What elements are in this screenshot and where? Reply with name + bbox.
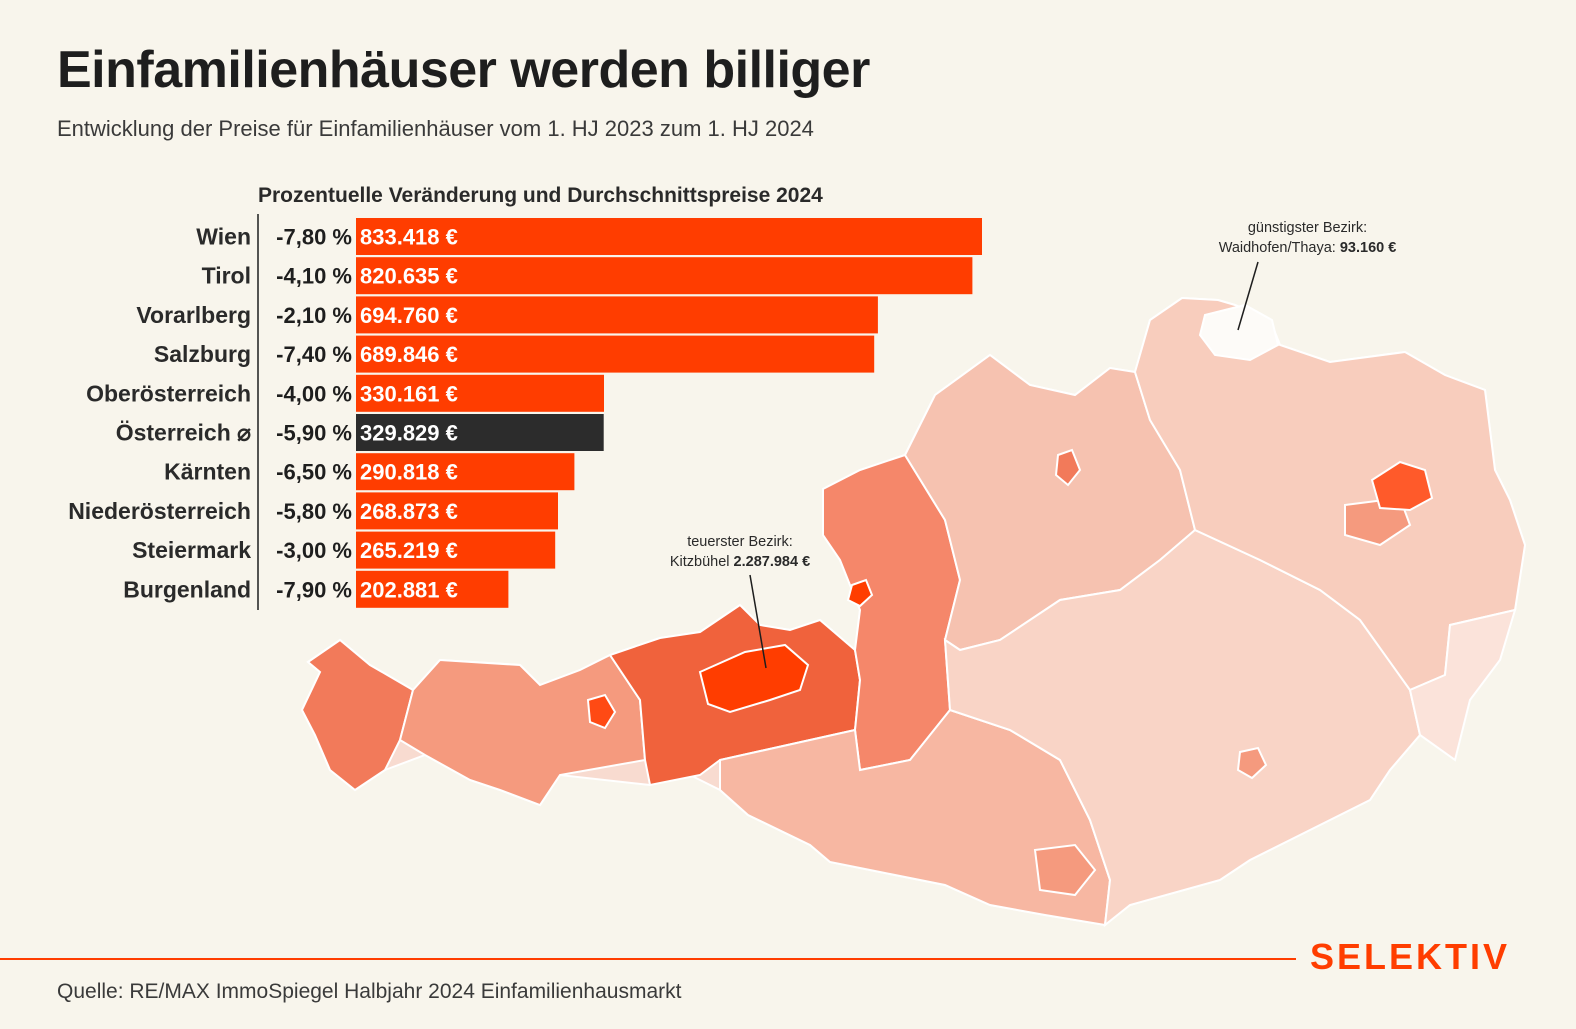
- change-label-5: -5,90 %: [276, 421, 352, 446]
- price-label-7: 268.873 €: [360, 499, 458, 524]
- annotation-expensive-label: teuerster Bezirk:: [687, 534, 793, 550]
- price-label-5: 329.829 €: [360, 421, 458, 446]
- annotation-cheapest-district: Waidhofen/Thaya:: [1218, 240, 1340, 256]
- bar-8: [356, 531, 556, 569]
- bar-6: [356, 453, 575, 491]
- annotation-cheapest-label: günstigster Bezirk:: [1247, 220, 1368, 236]
- category-label-2: Vorarlberg: [136, 302, 251, 328]
- bar-4: [356, 374, 604, 412]
- change-label-4: -4,00 %: [276, 381, 352, 406]
- chart-subtitle: Entwicklung der Preise für Einfamilienhä…: [57, 116, 814, 141]
- change-label-6: -6,50 %: [276, 460, 352, 485]
- change-label-9: -7,90 %: [276, 577, 352, 602]
- category-label-0: Wien: [196, 224, 251, 250]
- change-label-8: -3,00 %: [276, 538, 352, 563]
- bar-7: [356, 492, 558, 530]
- annotation-expensive-district: Kitzbühel: [669, 554, 734, 570]
- category-label-7: Niederösterreich: [68, 498, 251, 524]
- price-label-1: 820.635 €: [360, 264, 458, 289]
- annotation-line-expensive: [749, 574, 767, 669]
- brand-logo: SELEKTIV: [1310, 936, 1511, 977]
- price-label-6: 290.818 €: [360, 460, 458, 485]
- price-label-0: 833.418 €: [360, 225, 458, 250]
- price-label-8: 265.219 €: [360, 538, 458, 563]
- map-district-klagenfurt: [1033, 843, 1097, 897]
- category-label-6: Kärnten: [164, 459, 251, 485]
- annotation-cheapest: günstigster Bezirk: Waidhofen/Thaya: 93.…: [1175, 218, 1440, 258]
- map-district-salzburg-city: [846, 578, 874, 608]
- category-label-4: Oberösterreich: [86, 380, 251, 406]
- map-region-wien: [1370, 460, 1434, 512]
- map-district-graz: [1236, 746, 1268, 780]
- category-label-1: Tirol: [202, 263, 251, 289]
- price-label-2: 694.760 €: [360, 303, 458, 328]
- map-region-vorarlberg: [300, 638, 415, 792]
- annotation-expensive: teuerster Bezirk: Kitzbühel 2.287.984 €: [630, 532, 850, 572]
- map-district-waidhofen-thaya: [1198, 303, 1280, 362]
- change-label-0: -7,80 %: [276, 225, 352, 250]
- footer-rule: [0, 958, 1296, 960]
- bar-2: [356, 296, 878, 334]
- bar-chart-title: Prozentuelle Veränderung und Durchschnit…: [258, 184, 823, 207]
- bar-9: [356, 570, 509, 608]
- change-label-3: -7,40 %: [276, 342, 352, 367]
- map-district-innsbruck: [586, 693, 617, 730]
- map-region-burgenland: [1408, 608, 1517, 762]
- annotation-cheapest-value: 93.160 €: [1339, 240, 1397, 256]
- source-note: Quelle: RE/MAX ImmoSpiegel Halbjahr 2024…: [57, 980, 682, 1003]
- price-label-4: 330.161 €: [360, 381, 458, 406]
- annotation-line-cheapest: [1237, 261, 1259, 331]
- change-label-2: -2,10 %: [276, 303, 352, 328]
- category-label-3: Salzburg: [154, 341, 251, 367]
- price-label-3: 689.846 €: [360, 342, 458, 367]
- bar-0: [356, 218, 982, 255]
- change-label-1: -4,10 %: [276, 264, 352, 289]
- map-region-niederoesterreich: [1133, 296, 1527, 692]
- bar-3: [356, 335, 875, 373]
- bar-5: [356, 414, 604, 451]
- bar-1: [356, 257, 973, 295]
- category-label-5: Österreich ⌀: [116, 420, 251, 446]
- change-label-7: -5,80 %: [276, 499, 352, 524]
- category-label-8: Steiermark: [132, 537, 251, 563]
- category-label-9: Burgenland: [123, 576, 251, 602]
- chart-title: Einfamilienhäuser werden billiger: [57, 41, 870, 99]
- price-label-9: 202.881 €: [360, 577, 458, 602]
- map-district-kitzbuehel: [698, 643, 810, 714]
- map-district-linz: [1054, 448, 1082, 487]
- annotation-expensive-value: 2.287.984 €: [733, 554, 811, 570]
